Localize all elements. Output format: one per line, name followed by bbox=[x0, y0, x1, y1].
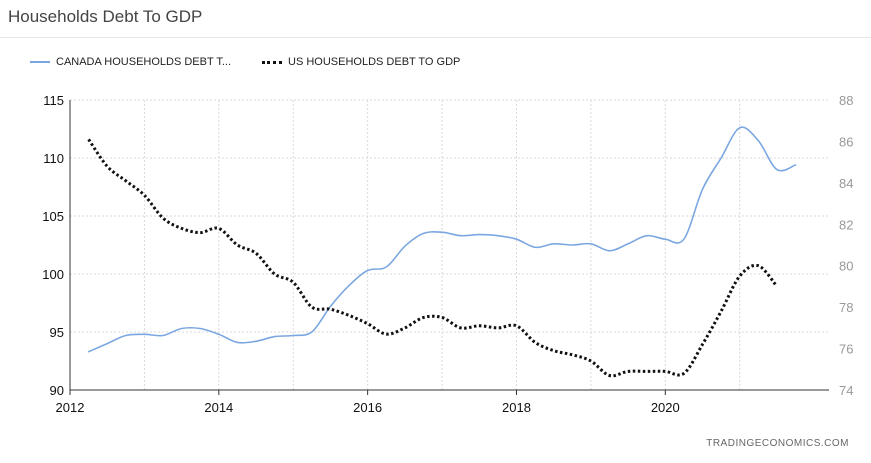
right-axis-tick-label: 84 bbox=[839, 176, 853, 191]
header-divider bbox=[0, 37, 871, 38]
legend-label-canada: CANADA HOUSEHOLDS DEBT T... bbox=[56, 56, 232, 68]
x-axis-tick-label: 2020 bbox=[651, 400, 680, 415]
right-axis-tick-label: 74 bbox=[839, 383, 853, 398]
x-axis-tick-label: 2018 bbox=[502, 400, 531, 415]
left-axis-tick-label: 105 bbox=[42, 209, 64, 224]
left-axis-tick-label: 95 bbox=[50, 325, 64, 340]
right-axis-tick-label: 86 bbox=[839, 134, 853, 149]
series-line-canada bbox=[87, 126, 797, 353]
x-axis-tick-label: 2016 bbox=[353, 400, 382, 415]
left-axis-tick-label: 90 bbox=[50, 383, 64, 398]
series-line-us bbox=[87, 138, 779, 378]
left-axis-tick-label: 110 bbox=[43, 151, 64, 166]
legend-item-canada[interactable]: CANADA HOUSEHOLDS DEBT T... bbox=[30, 56, 231, 68]
x-axis-tick-label: 2014 bbox=[204, 400, 233, 415]
right-axis-tick-label: 82 bbox=[839, 217, 853, 232]
left-axis-tick-label: 100 bbox=[42, 267, 64, 282]
right-axis-tick-label: 88 bbox=[839, 93, 853, 108]
source-watermark: TRADINGECONOMICS.COM bbox=[706, 438, 849, 449]
right-axis-tick-label: 76 bbox=[839, 342, 853, 357]
legend-swatch-canada bbox=[30, 61, 50, 63]
right-axis-tick-label: 80 bbox=[839, 259, 853, 274]
legend-item-us[interactable]: US HOUSEHOLDS DEBT TO GDP bbox=[262, 56, 460, 68]
left-axis-tick-label: 115 bbox=[43, 93, 64, 108]
legend-swatch-us bbox=[262, 60, 282, 64]
legend-label-us: US HOUSEHOLDS DEBT TO GDP bbox=[288, 56, 461, 68]
page-title: Households Debt To GDP bbox=[8, 7, 203, 26]
right-axis-tick-label: 78 bbox=[839, 300, 853, 315]
x-axis-tick-label: 2012 bbox=[56, 400, 85, 415]
